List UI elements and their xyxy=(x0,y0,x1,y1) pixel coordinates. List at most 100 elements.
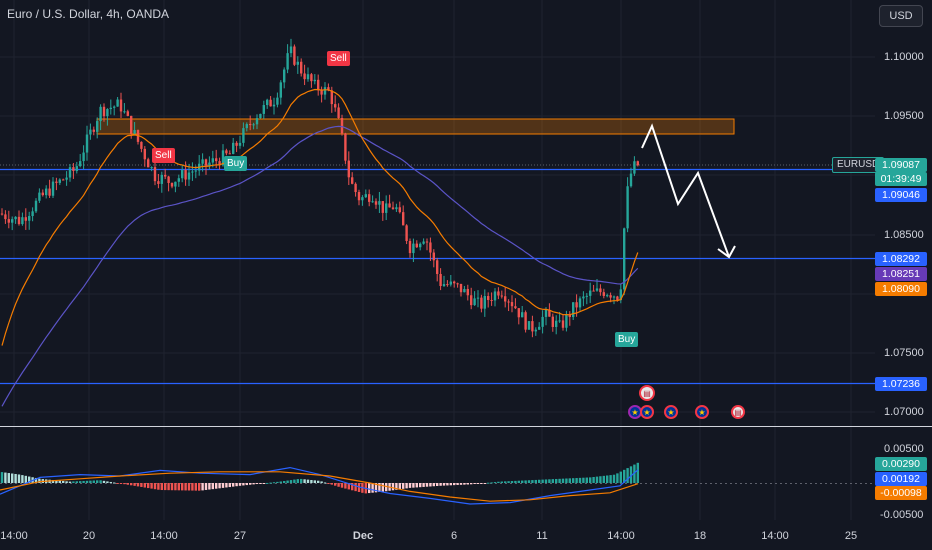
macd-bar xyxy=(555,478,558,483)
macd-bar xyxy=(174,483,177,491)
macd-bar xyxy=(378,483,381,492)
candle-body xyxy=(45,188,48,196)
candle-body xyxy=(592,290,595,292)
macd-bar xyxy=(548,479,551,483)
candle-body xyxy=(310,74,313,82)
macd-bar xyxy=(398,483,401,490)
candle-body xyxy=(89,129,92,135)
candle-body xyxy=(612,296,616,298)
macd-bar xyxy=(75,481,78,483)
candle-body xyxy=(323,87,327,95)
macd-bar xyxy=(514,480,517,483)
buy-signal[interactable]: Buy xyxy=(615,332,639,347)
candle-body xyxy=(572,302,575,318)
macd-bar xyxy=(92,480,95,483)
candle-body xyxy=(381,201,384,213)
candle-body xyxy=(269,99,272,107)
candle-body xyxy=(449,281,452,285)
candle-body xyxy=(58,179,61,183)
buy-signal[interactable]: Buy xyxy=(224,156,248,171)
candle-body xyxy=(204,159,208,166)
macd-bar xyxy=(259,483,262,484)
current-price-tag[interactable]: 1.09087 xyxy=(875,158,927,172)
macd-bar xyxy=(249,483,252,485)
macd-bar xyxy=(565,478,568,483)
candle-body xyxy=(422,241,425,244)
candle-body xyxy=(11,219,14,223)
macd-bar xyxy=(337,483,340,487)
macd-bar xyxy=(436,483,439,486)
macd-bar xyxy=(89,480,92,483)
level-3-price-tag[interactable]: 1.07236 xyxy=(875,377,927,391)
macd-bar xyxy=(262,483,265,484)
macd-bar xyxy=(585,477,588,483)
candle-body xyxy=(300,61,303,74)
resistance-zone[interactable] xyxy=(96,118,735,135)
macd-bar xyxy=(293,479,296,483)
eu-flag-event-icon[interactable]: ★ xyxy=(640,405,654,419)
candle-body xyxy=(0,213,4,215)
candle-body xyxy=(599,288,602,293)
macd-bar xyxy=(289,480,293,483)
eu-flag-event-icon[interactable]: ★ xyxy=(664,405,678,419)
time-tick: 18 xyxy=(693,530,707,542)
candle-body xyxy=(544,309,548,317)
currency-button[interactable]: USD xyxy=(879,5,923,27)
ma-slow-price-tag[interactable]: 1.08251 xyxy=(875,267,927,281)
macd-bar xyxy=(187,483,191,491)
macd-signal-tag[interactable]: -0.00098 xyxy=(875,486,927,500)
macd-bar xyxy=(572,478,575,483)
time-tick: 14:00 xyxy=(607,530,635,542)
candle-body xyxy=(82,152,85,162)
macd-histogram-tag[interactable]: 0.00290 xyxy=(875,457,927,471)
macd-bar xyxy=(490,482,493,484)
us-flag-event-icon[interactable]: ▤ xyxy=(639,385,655,401)
time-tick: 25 xyxy=(844,530,858,542)
candle-body xyxy=(24,217,27,221)
macd-signal-line xyxy=(0,471,639,502)
price-tick: 1.10000 xyxy=(884,51,924,63)
ma-fast-price-tag[interactable]: 1.08090 xyxy=(875,282,927,296)
macd-bar xyxy=(300,478,303,483)
macd-bar xyxy=(456,483,459,485)
macd-bar xyxy=(531,480,534,483)
us-flag-event-icon[interactable]: ▤ xyxy=(731,405,745,419)
macd-bar xyxy=(11,473,14,483)
macd-bar xyxy=(578,477,582,483)
macd-bar xyxy=(541,479,544,483)
candle-body xyxy=(497,291,500,296)
macd-line-tag[interactable]: 0.00192 xyxy=(875,472,927,486)
level-2-price-tag[interactable]: 1.08292 xyxy=(875,252,927,266)
candle-body xyxy=(252,124,255,126)
macd-bar xyxy=(466,483,469,485)
candle-body xyxy=(160,174,163,184)
macd-bar xyxy=(340,483,344,488)
macd-bar xyxy=(317,480,320,483)
macd-bar xyxy=(310,479,313,483)
candle-body xyxy=(208,162,211,166)
macd-bar xyxy=(599,476,602,483)
macd-bar xyxy=(85,480,89,483)
macd-bar xyxy=(524,480,527,483)
candle-body xyxy=(225,150,228,154)
candle-body xyxy=(38,192,41,201)
candle-body xyxy=(283,69,286,83)
candle-body xyxy=(313,79,316,82)
sell-signal[interactable]: Sell xyxy=(152,148,175,163)
projection-arrowhead xyxy=(717,245,736,259)
candle-body xyxy=(463,288,466,293)
candle-body xyxy=(140,141,143,149)
candle-body xyxy=(636,161,639,166)
macd-bar xyxy=(221,483,225,488)
eu-flag-event-icon[interactable]: ★ xyxy=(695,405,709,419)
macd-bar xyxy=(4,472,7,483)
sell-signal[interactable]: Sell xyxy=(327,51,350,66)
macd-bar xyxy=(147,483,150,489)
projection-path[interactable] xyxy=(641,123,730,258)
chart-grid xyxy=(0,0,875,520)
macd-bar xyxy=(51,480,55,483)
candle-body xyxy=(174,181,177,187)
level-1-price-tag[interactable]: 1.09046 xyxy=(875,188,927,202)
macd-bar xyxy=(493,482,497,484)
